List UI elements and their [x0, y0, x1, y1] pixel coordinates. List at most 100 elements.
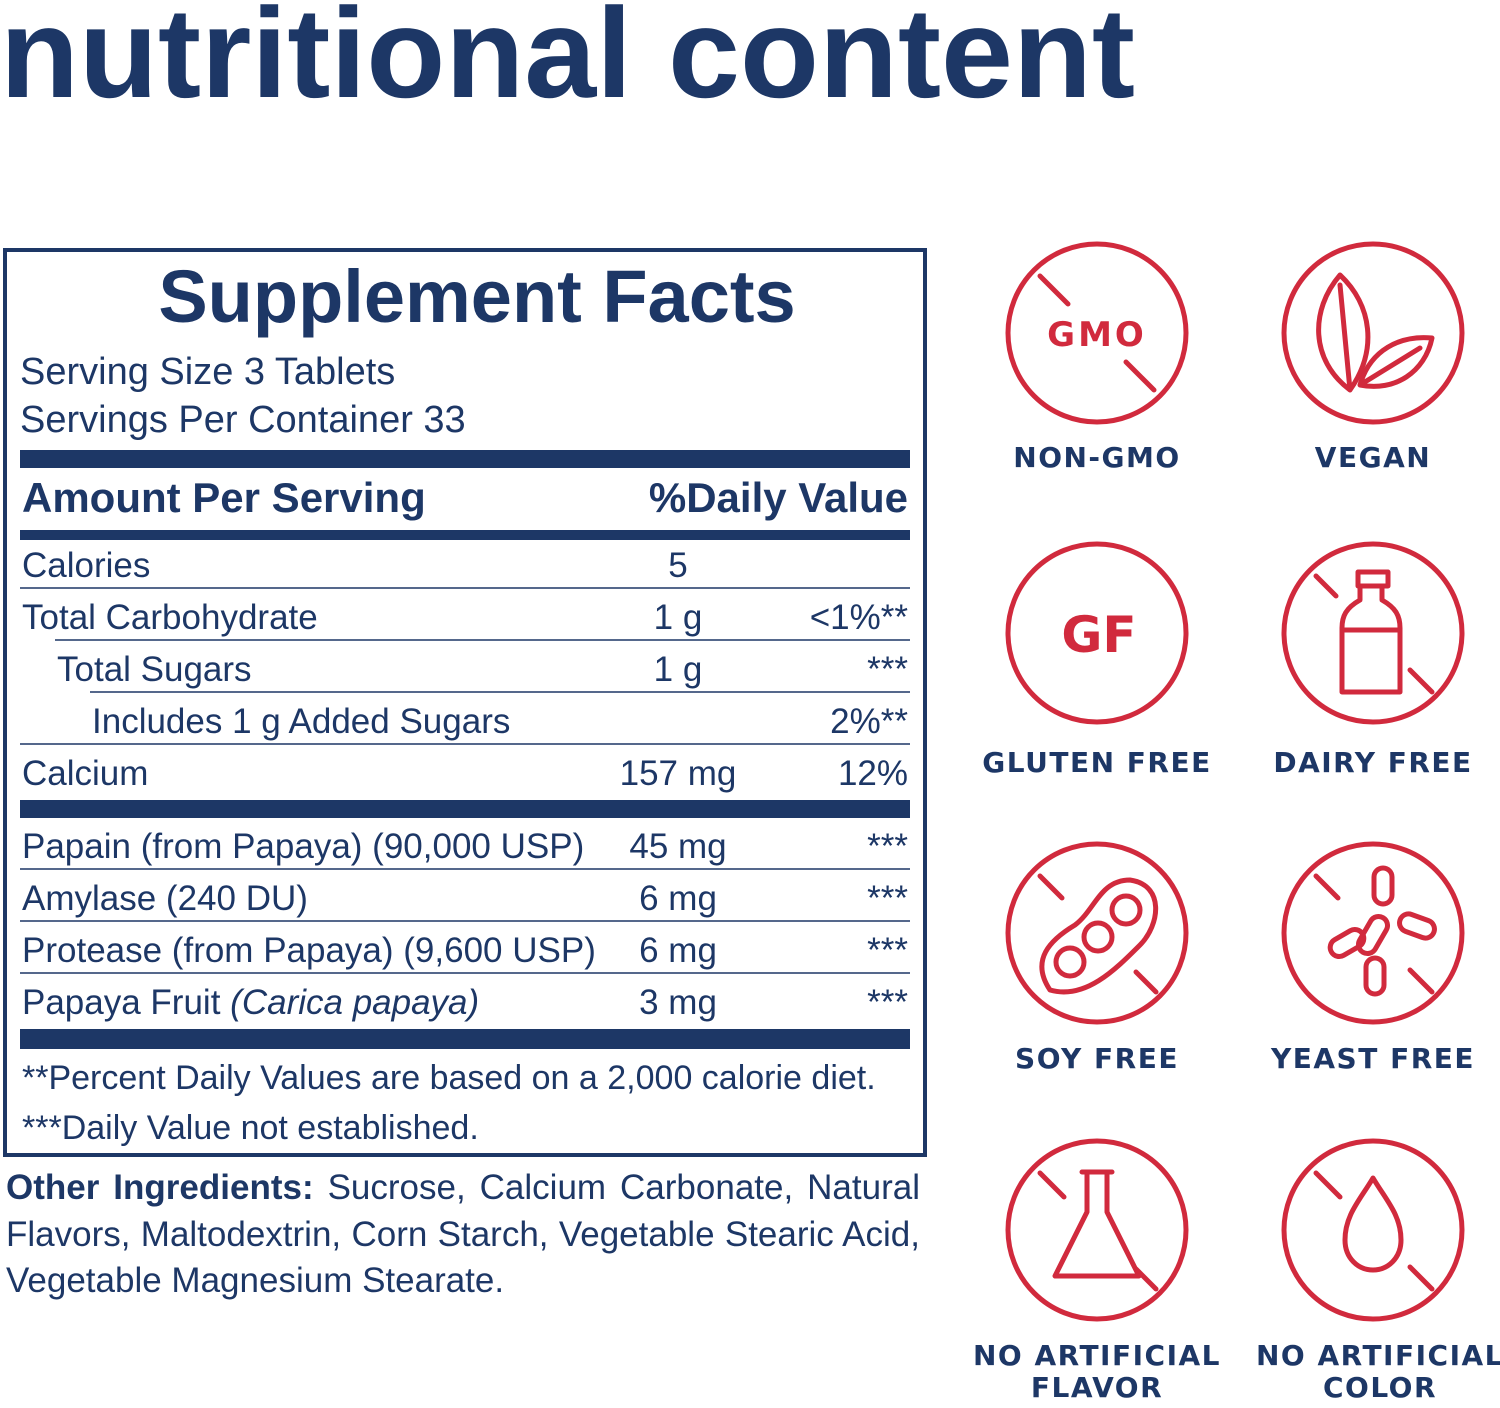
badge-label: YEAST FREE	[1270, 1042, 1475, 1075]
row-name-text: Includes 1 g Added Sugars	[92, 702, 510, 741]
icon-text: GMO	[1047, 315, 1147, 355]
facts-title: Supplement Facts	[158, 255, 795, 338]
row-daily-value: 2%**	[830, 702, 908, 741]
row-daily-value: ***	[867, 879, 908, 918]
badge-circle	[1281, 541, 1465, 725]
row-name-italic: (Carica papaya)	[230, 983, 479, 1022]
badge-label: SOY FREE	[1015, 1042, 1179, 1075]
row-daily-value: 12%	[838, 754, 908, 793]
other-ingredients: Other Ingredients: Sucrose, Calcium Carb…	[6, 1165, 920, 1305]
row-name-text: Papaya Fruit	[22, 983, 221, 1022]
yeast-icon	[1363, 955, 1387, 997]
badge-label: NO ARTIFICIAL	[1256, 1339, 1500, 1372]
footnote: ***Daily Value not established.	[22, 1109, 479, 1147]
row-amount: 157 mg	[620, 754, 737, 793]
badge: SOY FREE	[1005, 841, 1189, 1075]
slash	[1133, 969, 1159, 995]
footnote: **Percent Daily Values are based on a 2,…	[22, 1059, 876, 1097]
yeast-icon	[1397, 911, 1437, 941]
badge-label: COLOR	[1323, 1371, 1437, 1403]
bottle-icon	[1339, 569, 1403, 695]
rule	[20, 530, 910, 540]
facts-rows: Calories 5 Total Carbohydrate 1 g <1%** Total…	[20, 546, 910, 1147]
badge: NO ARTIFICIAL COLOR	[1256, 1138, 1500, 1404]
row-daily-value: <1%**	[810, 598, 909, 637]
row-name: Protease (from Papaya) (9,600 USP)	[22, 931, 596, 970]
row-amount: 1 g	[654, 650, 703, 689]
slash	[1037, 1170, 1067, 1200]
badge: DAIRY FREE	[1273, 541, 1472, 779]
leaf-icon	[1357, 335, 1435, 389]
column-header: %Daily Value	[649, 474, 908, 521]
badge: YEAST FREE	[1270, 841, 1475, 1075]
servings-per-container: Servings Per Container 33	[20, 399, 466, 441]
row-name: Calcium	[22, 754, 148, 793]
row-name: Papain (from Papaya) (90,000 USP)	[22, 827, 584, 866]
slash	[1037, 273, 1071, 307]
slash	[1313, 873, 1341, 901]
page-title: nutritional content	[0, 0, 1135, 125]
badge: GMO NON-GMO	[1005, 241, 1189, 474]
badge-circle	[1005, 241, 1189, 425]
slash	[1313, 573, 1339, 599]
badge-circle	[1281, 841, 1465, 1025]
row-name-text: Calcium	[22, 754, 148, 793]
facts-box	[3, 248, 927, 1157]
serving-size: Serving Size 3 Tablets	[20, 351, 395, 393]
row-name: Amylase (240 DU)	[22, 879, 308, 918]
slash	[1037, 873, 1065, 901]
row-name: Total Sugars	[57, 650, 252, 689]
thick-rule	[20, 450, 910, 468]
badge: NO ARTIFICIAL FLAVOR	[973, 1138, 1221, 1404]
row-amount: 45 mg	[629, 827, 726, 866]
badge-label: NON-GMO	[1013, 441, 1180, 474]
row-daily-value: ***	[867, 827, 908, 866]
row-name-text: Total Carbohydrate	[22, 598, 318, 637]
row-name-text: Papain (from Papaya) (90,000 USP)	[22, 827, 584, 866]
soy-icon	[1081, 920, 1115, 954]
badge-circle	[1281, 241, 1465, 425]
row-daily-value: ***	[867, 650, 908, 689]
other-ingredients-text: Sucrose, Calcium Carbonate, Natural Flav…	[6, 1168, 920, 1300]
row-daily-value: ***	[867, 983, 908, 1022]
badge-label: DAIRY FREE	[1273, 746, 1472, 779]
row-amount: 6 mg	[639, 931, 717, 970]
row-name: Papaya Fruit (Carica papaya)	[22, 983, 479, 1022]
slash	[1407, 1264, 1435, 1292]
row-name: Calories	[22, 546, 150, 585]
badge-circle	[1005, 541, 1189, 725]
leaf-icon	[1316, 272, 1371, 393]
slash	[1133, 1266, 1159, 1292]
badge-label: VEGAN	[1315, 441, 1431, 474]
badge-circle	[1005, 1138, 1189, 1322]
soy-icon	[1039, 877, 1159, 995]
slash	[1407, 667, 1435, 695]
yeast-icon	[1356, 913, 1390, 957]
column-header: Amount Per Serving	[22, 474, 426, 521]
row-name: Total Carbohydrate	[22, 598, 318, 637]
row-name: Includes 1 g Added Sugars	[92, 702, 510, 741]
badge-label: GLUTEN FREE	[982, 746, 1211, 779]
badge: VEGAN	[1281, 241, 1465, 474]
row-daily-value: ***	[867, 931, 908, 970]
other-ingredients-label: Other Ingredients:	[6, 1168, 314, 1207]
row-amount: 1 g	[654, 598, 703, 637]
row-amount: 5	[668, 546, 687, 585]
badge-circle	[1005, 841, 1189, 1025]
slash	[1313, 1170, 1343, 1200]
row-amount: 3 mg	[639, 983, 717, 1022]
row-name-text: Protease (from Papaya) (9,600 USP)	[22, 931, 596, 970]
slash	[1123, 359, 1157, 393]
slash	[1407, 967, 1435, 995]
badge-label: FLAVOR	[1031, 1371, 1163, 1403]
badge-circle	[1281, 1138, 1465, 1322]
soy-icon	[1109, 893, 1143, 927]
icon-text: GF	[1061, 606, 1136, 664]
badge: GF GLUTEN FREE	[982, 541, 1211, 779]
row-name-text: Total Sugars	[57, 650, 252, 689]
badge-label: NO ARTIFICIAL	[973, 1339, 1221, 1372]
thick-rule	[20, 1029, 910, 1049]
flask-icon	[1052, 1169, 1142, 1279]
